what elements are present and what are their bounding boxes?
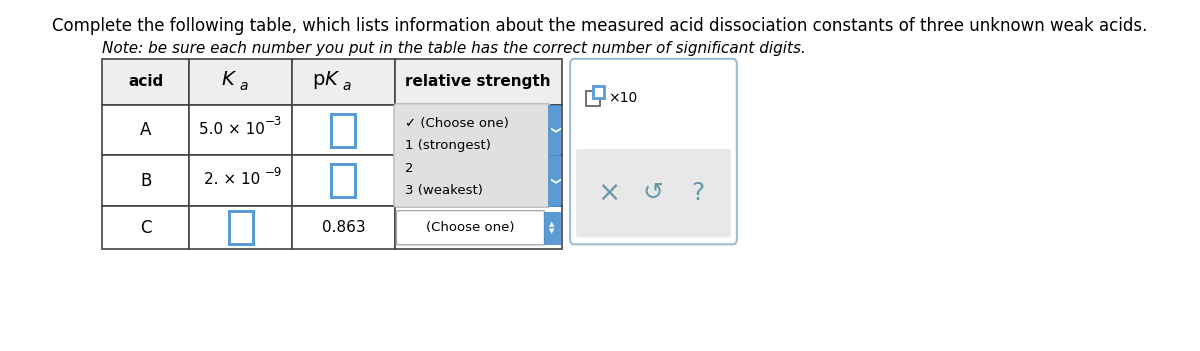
Text: 0.863: 0.863 [322,220,365,235]
Bar [190,206,292,249]
Bar [331,113,355,147]
Text: 1 (strongest): 1 (strongest) [406,139,491,152]
Text: ▲: ▲ [550,221,554,227]
Bar [190,105,292,155]
Text: (Choose one): (Choose one) [426,221,515,234]
Text: relative strength: relative strength [406,74,551,89]
Bar [292,105,395,155]
Text: A: A [140,121,151,139]
Text: ❯: ❯ [548,177,559,185]
FancyBboxPatch shape [394,104,551,207]
Bar [190,155,292,206]
Text: −9: −9 [265,166,282,179]
Text: 5.0 × 10: 5.0 × 10 [199,122,265,137]
FancyBboxPatch shape [570,59,737,244]
Bar [395,59,562,105]
Text: p$\mathit{K}$: p$\mathit{K}$ [312,69,340,91]
Text: 2. × 10: 2. × 10 [204,172,260,187]
Bar [593,86,605,98]
Text: Complete the following table, which lists information about the measured acid di: Complete the following table, which list… [53,17,1147,35]
Text: 2: 2 [406,162,414,175]
Bar [395,206,562,249]
Bar [292,206,395,249]
Bar [395,105,562,155]
Bar [190,59,292,105]
Bar [102,155,190,206]
Bar [587,91,600,106]
Text: $\mathit{K}$: $\mathit{K}$ [221,70,238,89]
Bar [548,105,560,155]
Bar [102,105,190,155]
Text: ×10: ×10 [608,91,638,105]
Text: ▼: ▼ [550,229,554,234]
FancyBboxPatch shape [576,149,731,238]
Text: 3 (weakest): 3 (weakest) [406,184,482,197]
Text: ?: ? [691,181,704,205]
Bar [548,155,560,206]
Text: ❯: ❯ [548,126,559,134]
Text: −3: −3 [265,115,282,128]
Bar [545,212,560,244]
Bar [229,211,253,244]
FancyBboxPatch shape [396,211,545,245]
Text: Note: be sure each number you put in the table has the correct number of signifi: Note: be sure each number you put in the… [102,41,806,56]
Text: $\mathit{a}$: $\mathit{a}$ [342,79,352,93]
Text: ↺: ↺ [643,181,664,205]
Bar [102,206,190,249]
Bar [292,155,395,206]
Text: C: C [140,219,151,237]
Text: $\mathit{a}$: $\mathit{a}$ [239,79,248,93]
Bar [102,59,190,105]
Bar [331,164,355,198]
Bar [292,59,395,105]
Text: acid: acid [128,74,163,89]
Text: B: B [140,172,151,190]
Text: 2: 2 [451,173,461,188]
Text: ✓ (Choose one): ✓ (Choose one) [406,117,509,130]
Bar [395,155,562,206]
Text: ×: × [598,179,620,207]
